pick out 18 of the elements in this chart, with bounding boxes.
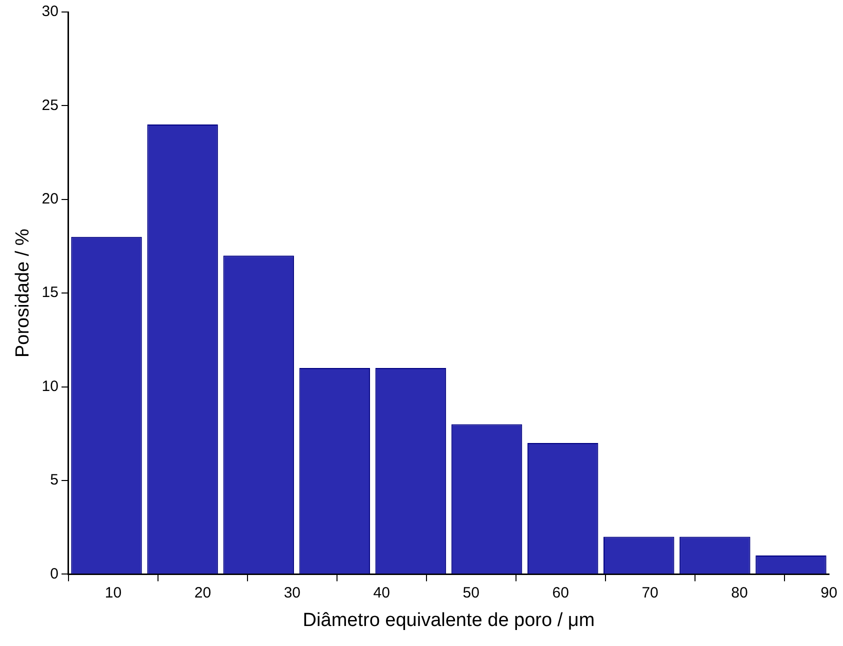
- x-tick-label: 90: [820, 584, 838, 602]
- x-tick-label: 20: [194, 584, 212, 602]
- y-tick-label: 30: [42, 3, 58, 20]
- x-tick-label: 60: [552, 584, 569, 602]
- y-tick-label: 25: [42, 96, 58, 114]
- x-tick-label: 30: [284, 584, 301, 602]
- y-tick-label: 20: [42, 190, 58, 208]
- y-axis-title: Porosidade / %: [12, 228, 34, 358]
- x-tick-label: 40: [373, 584, 390, 602]
- y-tick-label: 10: [42, 378, 58, 395]
- x-axis-title: Diâmetro equivalente de poro / μm: [302, 610, 595, 631]
- x-tick-label: 80: [731, 584, 748, 602]
- y-tick-label: 15: [42, 284, 58, 302]
- x-tick-label: 10: [104, 584, 122, 602]
- y-tick-label: 0: [50, 565, 58, 582]
- y-tick-label: 5: [50, 472, 58, 489]
- x-tick-label: 70: [642, 584, 658, 602]
- x-tick-label: 50: [462, 584, 480, 602]
